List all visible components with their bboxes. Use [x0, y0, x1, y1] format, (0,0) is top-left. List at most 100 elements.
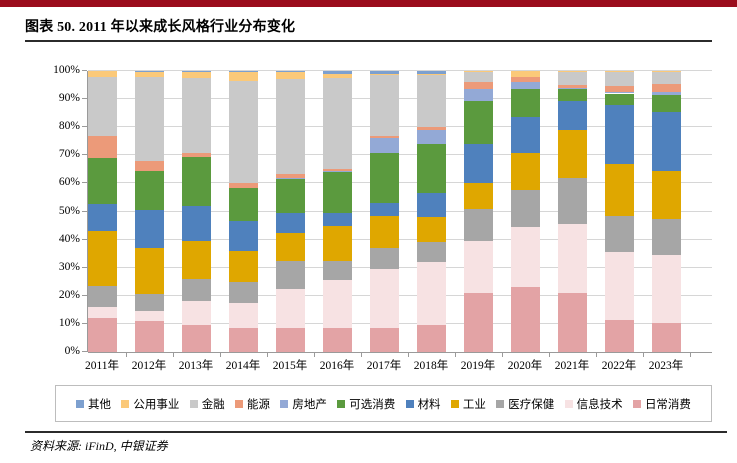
bar-segment-房地产	[369, 138, 399, 153]
legend-item-金融: 金融	[189, 396, 225, 412]
legend-swatch-icon	[76, 399, 84, 408]
x-tick	[548, 353, 550, 357]
stacked-bar-2020年	[510, 71, 540, 352]
bar-segment-房地产	[651, 92, 681, 95]
stacked-bar-2014年	[228, 71, 258, 352]
x-axis-label: 2022年	[601, 360, 637, 372]
bar-segment-信息技术	[463, 241, 493, 293]
bar-segment-信息技术	[369, 269, 399, 329]
bar-segment-能源	[604, 86, 634, 93]
bar-segment-材料	[228, 221, 258, 251]
y-tick	[82, 70, 87, 71]
bar-segment-信息技术	[604, 252, 634, 320]
bar-segment-材料	[651, 111, 681, 171]
x-axis-label: 2015年	[272, 360, 308, 372]
bar-segment-医疗保健	[416, 242, 446, 263]
bar-segment-医疗保健	[134, 294, 164, 312]
legend-label: 工业	[462, 398, 486, 411]
bar-segment-金融	[463, 72, 493, 83]
bar-segment-日常消费	[510, 287, 540, 352]
bar-segment-信息技术	[228, 302, 258, 329]
y-axis-label: 0%	[64, 345, 80, 357]
bar-segment-工业	[651, 170, 681, 219]
legend-label: 日常消费	[644, 398, 691, 411]
legend-item-公用事业: 公用事业	[121, 396, 179, 412]
bar-segment-能源	[228, 183, 258, 188]
bar-segment-能源	[463, 82, 493, 90]
gridline-90	[88, 98, 712, 100]
bar-segment-能源	[510, 76, 540, 83]
bar-segment-医疗保健	[651, 218, 681, 256]
x-tick	[689, 353, 691, 357]
bar-segment-可选消费	[651, 94, 681, 112]
bar-segment-信息技术	[87, 307, 117, 319]
y-tick	[82, 322, 87, 324]
bar-segment-能源	[134, 160, 164, 171]
x-axis-label: 2018年	[413, 360, 449, 372]
chart-legend: 其他 公用事业 金融 能源 房地产 可选消费 材料 工业 医疗保健 信息技术 日常消费	[55, 385, 712, 422]
bar-segment-公用事业	[510, 71, 540, 77]
legend-label: 可选消费	[349, 398, 396, 411]
legend-label: 医疗保健	[508, 398, 555, 411]
bar-segment-公用事业	[134, 71, 164, 77]
bar-segment-其他	[416, 71, 446, 74]
bar-segment-其他	[275, 71, 305, 73]
y-axis-label: 70%	[58, 148, 80, 161]
bar-segment-信息技术	[651, 255, 681, 323]
x-tick	[407, 353, 409, 357]
bar-segment-材料	[416, 193, 446, 218]
bar-segment-信息技术	[322, 280, 352, 329]
bar-segment-日常消费	[275, 328, 305, 352]
bar-segment-医疗保健	[322, 260, 352, 281]
y-tick	[82, 182, 87, 184]
legend-swatch-icon	[450, 399, 459, 408]
bar-segment-房地产	[275, 177, 305, 180]
bar-segment-金融	[651, 72, 681, 84]
gridline-50	[88, 210, 712, 212]
y-axis-label: 80%	[58, 120, 80, 133]
bar-segment-能源	[416, 127, 446, 131]
y-axis-label: 50%	[58, 204, 80, 217]
bar-segment-工业	[134, 248, 164, 295]
stacked-bar-2018年	[416, 71, 446, 352]
stacked-bar-2013年	[181, 71, 211, 352]
y-axis-label: 90%	[58, 92, 80, 105]
bar-segment-医疗保健	[510, 190, 540, 227]
x-tick	[266, 353, 268, 357]
x-tick	[642, 353, 644, 357]
x-tick	[501, 353, 503, 357]
stacked-bar-2016年	[322, 71, 352, 352]
bar-segment-信息技术	[275, 288, 305, 329]
bar-segment-工业	[322, 225, 352, 261]
stacked-bar-2017年	[369, 71, 399, 352]
bar-segment-日常消费	[416, 325, 446, 352]
legend-item-医疗保健: 医疗保健	[496, 396, 554, 412]
x-axis-label: 2017年	[366, 360, 402, 372]
legend-swatch-icon	[564, 399, 573, 408]
bar-segment-房地产	[416, 130, 446, 145]
stacked-bar-2021年	[557, 71, 587, 352]
x-axis-label: 2023年	[648, 360, 684, 372]
x-tick	[454, 353, 456, 357]
bar-segment-材料	[369, 203, 399, 216]
gridline-80	[88, 126, 712, 128]
bar-segment-能源	[322, 169, 352, 171]
bar-segment-医疗保健	[181, 278, 211, 302]
x-tick	[595, 353, 597, 357]
y-axis-label: 60%	[58, 176, 80, 189]
legend-swatch-icon	[496, 399, 505, 408]
x-tick	[360, 353, 362, 357]
y-axis-label: 10%	[58, 316, 80, 329]
x-axis-label: 2020年	[507, 360, 543, 372]
y-tick	[82, 98, 87, 100]
bar-segment-金融	[87, 76, 117, 136]
bar-segment-金融	[369, 75, 399, 136]
bar-segment-房地产	[322, 170, 352, 173]
bar-segment-可选消费	[322, 172, 352, 213]
bar-segment-可选消费	[416, 144, 446, 194]
bar-segment-其他	[134, 71, 164, 72]
stacked-bar-2022年	[604, 71, 634, 352]
y-axis-label: 40%	[58, 232, 80, 245]
bar-segment-房地产	[510, 82, 540, 90]
